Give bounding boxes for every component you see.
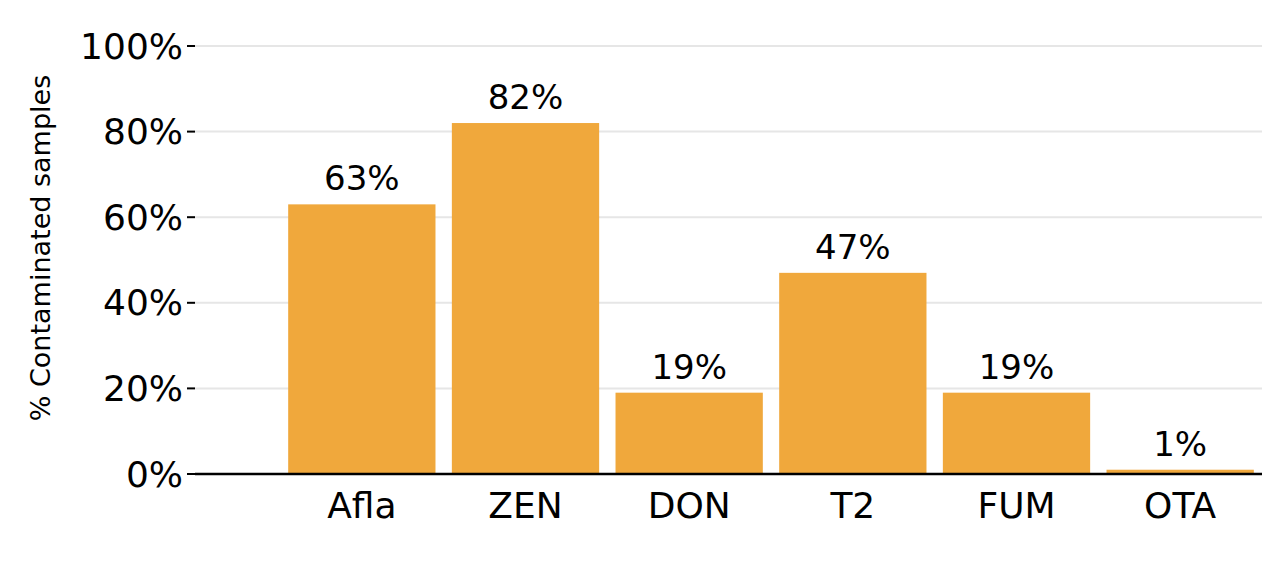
bar <box>452 123 599 474</box>
bar <box>616 393 763 474</box>
tick-mark <box>187 216 195 218</box>
tick-mark <box>187 45 195 47</box>
x-axis <box>195 473 1262 476</box>
grid-line <box>195 45 1262 47</box>
data-label: 82% <box>488 77 564 117</box>
category-label: ZEN <box>488 485 562 526</box>
tick-mark <box>187 131 195 133</box>
data-label: 63% <box>324 158 400 198</box>
tick-label: 40% <box>103 282 183 323</box>
category-label: DON <box>648 485 731 526</box>
tick-mark <box>187 302 195 304</box>
tick-mark <box>187 473 195 475</box>
category-label: FUM <box>977 485 1055 526</box>
category-label: Afla <box>327 485 396 526</box>
tick-label: 60% <box>103 197 183 238</box>
tick-label: 80% <box>103 111 183 152</box>
grid-line <box>195 131 1262 133</box>
data-label: 1% <box>1153 424 1207 464</box>
tick-label: 100% <box>80 26 183 67</box>
bar <box>779 273 926 474</box>
category-label: T2 <box>829 485 875 526</box>
bars <box>288 123 1254 474</box>
category-label: OTA <box>1144 485 1217 526</box>
chart: 0% 20% 40% 60% 80% 100% 63% Afla 82% ZEN 19% DON 47%… <box>0 0 1280 569</box>
bar <box>288 204 435 474</box>
y-axis-title: % Contaminated samples <box>25 75 56 421</box>
tick-label: 0% <box>126 454 183 495</box>
data-label: 47% <box>815 227 891 267</box>
labels: 63% Afla 82% ZEN 19% DON 47% T2 19% FUM 1% OTA <box>324 77 1217 526</box>
data-label: 19% <box>979 347 1055 387</box>
data-label: 19% <box>651 347 727 387</box>
tick-label: 20% <box>103 368 183 409</box>
bar <box>943 393 1090 474</box>
tick-mark <box>187 387 195 389</box>
grid-line <box>195 473 1262 475</box>
